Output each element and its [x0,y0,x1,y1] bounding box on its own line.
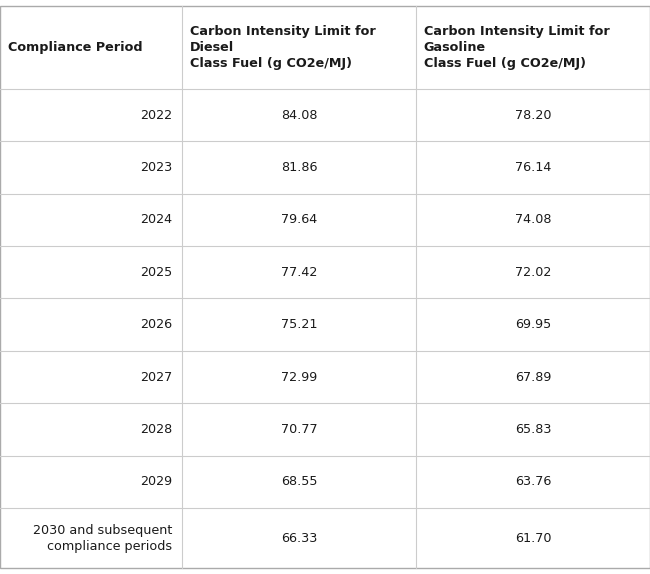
Text: 65.83: 65.83 [515,423,551,436]
Text: 2023: 2023 [140,161,172,174]
Text: 2022: 2022 [140,108,172,122]
Text: 2025: 2025 [140,266,172,279]
Text: 75.21: 75.21 [281,318,317,331]
Text: 81.86: 81.86 [281,161,317,174]
Text: 2024: 2024 [140,214,172,226]
Text: 69.95: 69.95 [515,318,551,331]
Text: 61.70: 61.70 [515,532,551,545]
Text: 79.64: 79.64 [281,214,317,226]
Text: 74.08: 74.08 [515,214,551,226]
Text: 72.02: 72.02 [515,266,551,279]
Text: 66.33: 66.33 [281,532,317,545]
Text: 2028: 2028 [140,423,172,436]
Text: 2027: 2027 [140,371,172,383]
Text: 68.55: 68.55 [281,475,317,488]
Text: 2026: 2026 [140,318,172,331]
Text: 70.77: 70.77 [281,423,317,436]
Text: 72.99: 72.99 [281,371,317,383]
Text: 67.89: 67.89 [515,371,551,383]
Text: 76.14: 76.14 [515,161,551,174]
Text: 84.08: 84.08 [281,108,317,122]
Text: Compliance Period: Compliance Period [8,41,142,54]
Text: 2030 and subsequent
compliance periods: 2030 and subsequent compliance periods [33,523,172,553]
Text: 63.76: 63.76 [515,475,551,488]
Text: 78.20: 78.20 [515,108,551,122]
Text: Carbon Intensity Limit for
Diesel
Class Fuel (g CO2e/MJ): Carbon Intensity Limit for Diesel Class … [190,25,376,70]
Text: 77.42: 77.42 [281,266,317,279]
Text: Carbon Intensity Limit for
Gasoline
Class Fuel (g CO2e/MJ): Carbon Intensity Limit for Gasoline Clas… [424,25,610,70]
Text: 2029: 2029 [140,475,172,488]
